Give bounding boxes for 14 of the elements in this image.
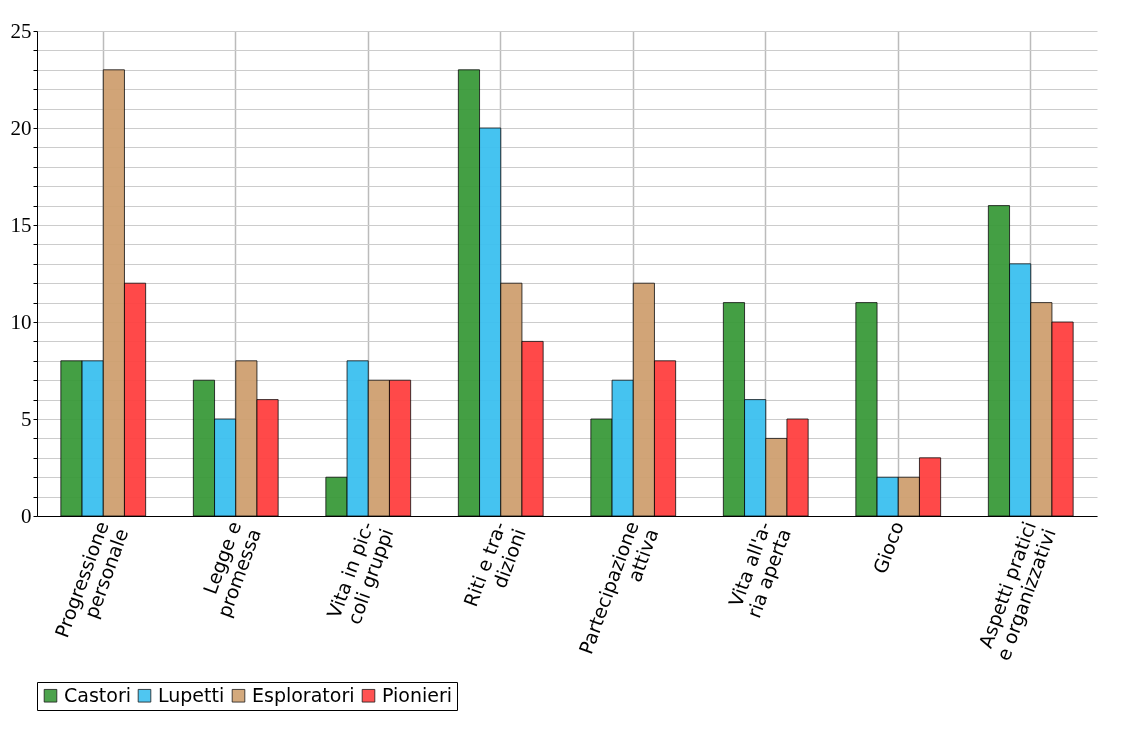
legend-label: Lupetti [158, 683, 225, 706]
y-tick-label: 0 [21, 503, 32, 528]
x-tick-label: Riti e tra- dizioni [459, 518, 530, 610]
y-tick-label: 10 [10, 309, 32, 334]
x-tick-label: Vita in pic- coli gruppi [322, 518, 398, 628]
y-tick-label: 20 [10, 115, 32, 140]
y-tick-label: 5 [21, 406, 32, 431]
legend-label: Pionieri [382, 683, 453, 706]
legend-label: Esploratori [252, 683, 355, 706]
x-tick-label: Gioco [868, 518, 908, 577]
x-tick-label: Vita all'a- ria aperta [724, 518, 795, 621]
y-tick-label: 15 [10, 212, 32, 237]
y-tick-label: 25 [10, 18, 32, 43]
legend-label: Castori [64, 683, 131, 706]
